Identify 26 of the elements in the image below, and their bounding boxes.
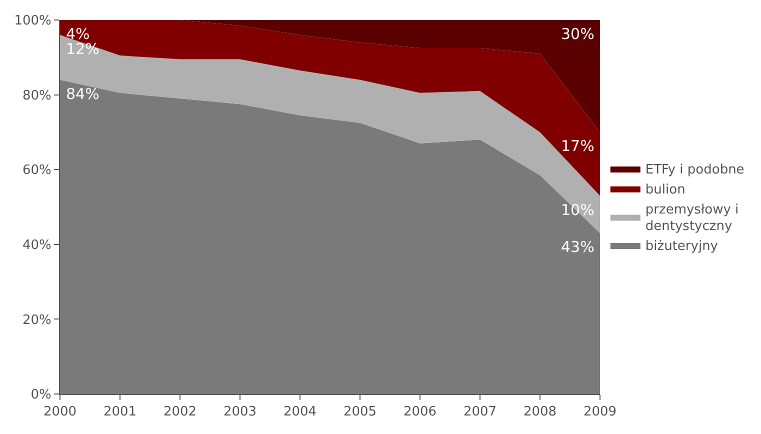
x-tick-label: 2000	[43, 404, 77, 420]
legend-label: bulion	[645, 182, 686, 198]
data-label: 43%	[561, 238, 594, 256]
data-label: 17%	[561, 137, 594, 155]
data-label: 30%	[561, 25, 594, 43]
x-tick-label: 2005	[343, 404, 377, 420]
y-tick-label: 60%	[22, 163, 52, 178]
y-tick-label: 0%	[30, 388, 52, 403]
x-tick-label: 2008	[523, 404, 557, 420]
x-tick-label: 2007	[463, 404, 497, 420]
x-tick-label: 2009	[583, 404, 617, 420]
data-label: 84%	[66, 85, 100, 103]
legend-label: ETFy i podobne	[645, 162, 744, 178]
y-tick-label: 40%	[22, 238, 52, 253]
y-tick-label: 20%	[22, 312, 52, 328]
y-tick-label: 80%	[22, 88, 52, 104]
data-label: 10%	[561, 201, 594, 219]
x-tick-label: 2004	[283, 404, 317, 420]
x-tick-label: 2003	[223, 404, 257, 420]
x-tick-label: 2002	[163, 404, 197, 420]
x-tick-label: 2001	[103, 404, 137, 420]
legend-label: biżuteryjny	[645, 239, 718, 254]
data-label: 4%	[66, 25, 90, 43]
y-tick-label: 100%	[14, 14, 52, 29]
data-label: 12%	[66, 40, 100, 58]
x-tick-label: 2006	[403, 404, 437, 420]
